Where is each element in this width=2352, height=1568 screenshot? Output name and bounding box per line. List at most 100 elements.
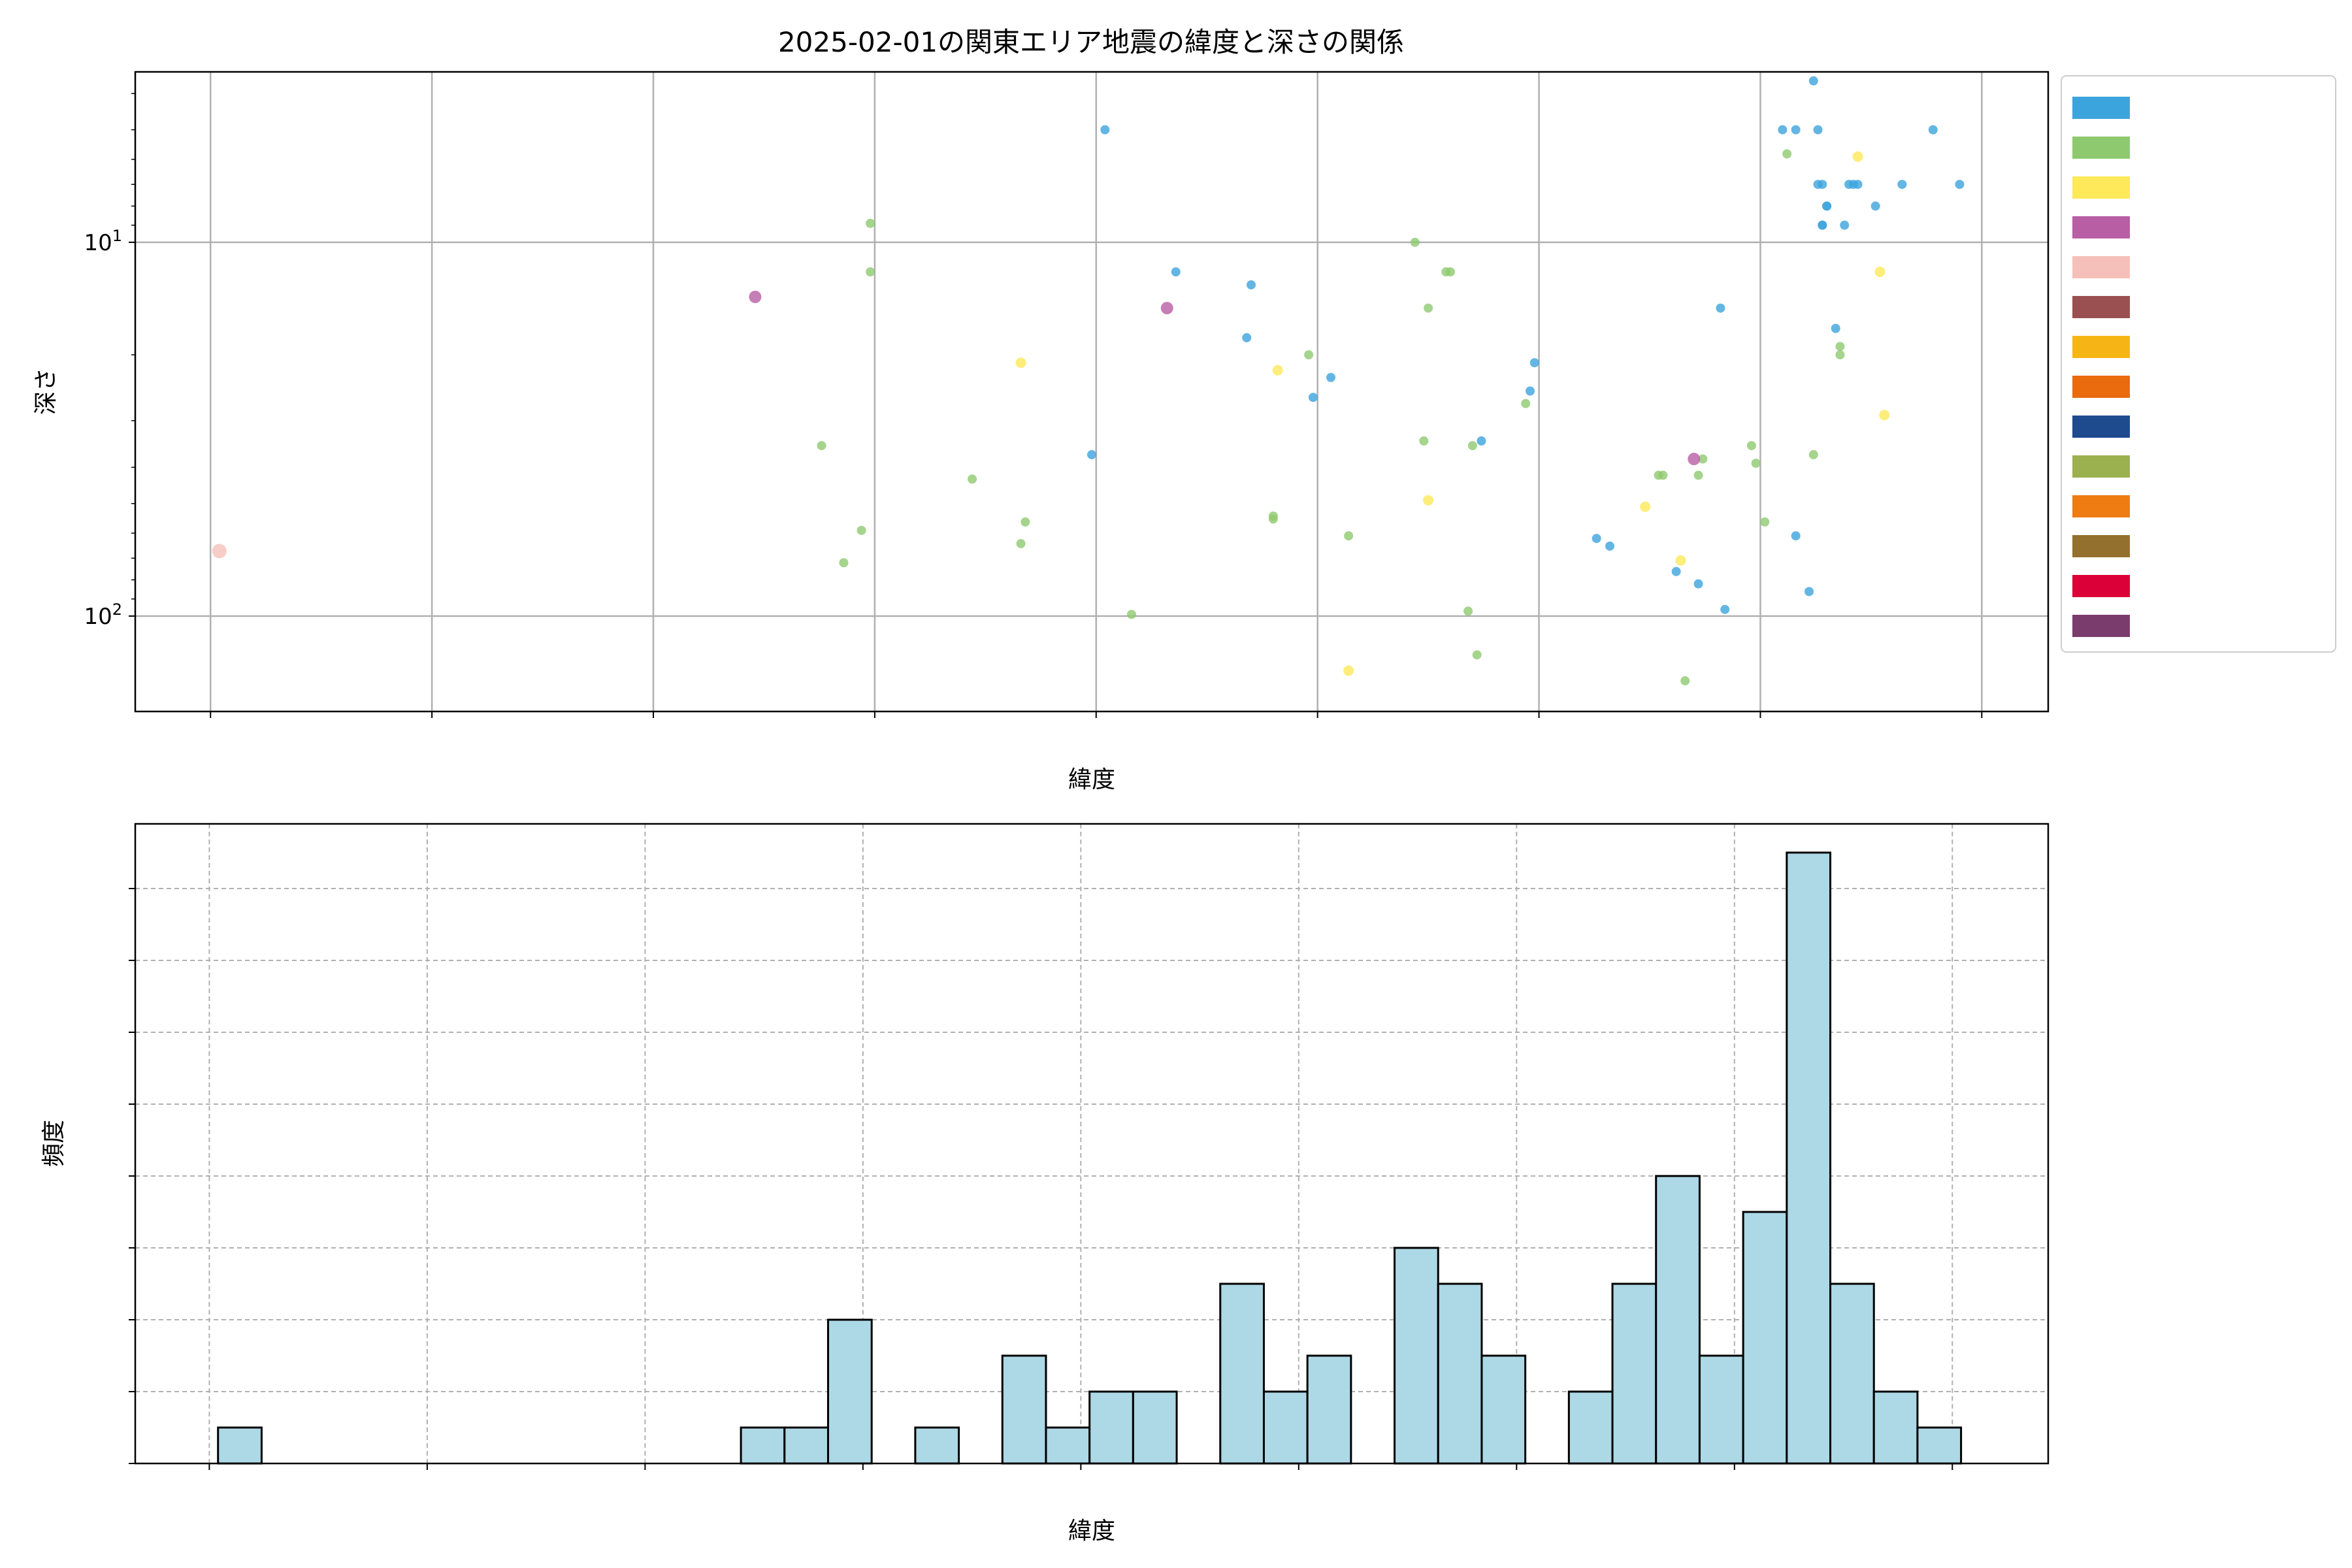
scatter-point — [1840, 220, 1850, 230]
scatter-point — [1272, 365, 1283, 376]
scatter-point — [968, 474, 977, 484]
histogram-bar — [1742, 1211, 1788, 1465]
scatter-y-tick-exponent: 1 — [112, 227, 122, 245]
scatter-point — [1791, 125, 1801, 135]
scatter-point — [1160, 302, 1173, 315]
histogram-bar — [1872, 1390, 1919, 1465]
scatter-point — [1808, 76, 1818, 86]
histogram-bar — [1262, 1390, 1309, 1465]
scatter-point — [1100, 125, 1110, 135]
scatter-y-tick-base: 10 — [84, 230, 112, 256]
scatter-point — [1021, 517, 1030, 527]
scatter-point — [1410, 237, 1420, 247]
scatter-points — [212, 76, 1965, 686]
histogram-x-axis-label: 緯度 — [1068, 1518, 1115, 1544]
histogram-bar — [783, 1426, 829, 1465]
scatter-y-tick-label: 102 — [84, 600, 122, 630]
scatter-point — [817, 441, 826, 451]
legend-swatch — [2072, 296, 2130, 318]
histogram-bar — [1611, 1282, 1658, 1465]
scatter-point — [1720, 604, 1730, 614]
histogram-y-ticks — [129, 888, 135, 1464]
scatter-point — [1874, 267, 1886, 278]
legend-swatch — [2072, 455, 2130, 478]
histogram-bar — [1829, 1282, 1875, 1465]
scatter-point — [1760, 517, 1770, 527]
scatter-grid — [135, 72, 2048, 711]
histogram-bars — [217, 851, 1963, 1465]
scatter-point — [1675, 555, 1686, 566]
histogram-bar — [1045, 1426, 1091, 1465]
scatter-point — [1640, 501, 1651, 512]
histogram-bar — [1655, 1175, 1701, 1465]
scatter-point — [1592, 534, 1601, 544]
histogram-bar — [217, 1426, 263, 1465]
scatter-point — [1879, 410, 1890, 421]
scatter-point — [1818, 220, 1827, 230]
scatter-point — [1808, 449, 1818, 459]
legend — [2061, 75, 2336, 653]
scatter-point — [1680, 676, 1690, 686]
legend-swatch — [2072, 176, 2130, 199]
scatter-point — [749, 290, 762, 303]
histogram-bar — [1219, 1282, 1265, 1465]
scatter-point — [1526, 386, 1535, 396]
scatter-point — [1746, 441, 1756, 451]
legend-swatch — [2072, 535, 2130, 557]
scatter-point — [857, 525, 866, 535]
scatter-point — [1171, 267, 1181, 277]
scatter-point — [1127, 610, 1136, 619]
scatter-point — [1344, 531, 1354, 541]
histogram-y-axis-label: 頻度 — [41, 1120, 67, 1167]
histogram-bar — [826, 1318, 873, 1465]
histogram-bar — [1567, 1390, 1614, 1465]
scatter-point — [1308, 393, 1318, 402]
scatter-point — [1463, 606, 1473, 616]
scatter-point — [1268, 514, 1278, 524]
scatter-point — [1521, 399, 1531, 408]
scatter-point — [1835, 350, 1845, 360]
histogram-plot-frame — [134, 823, 2050, 1465]
scatter-point — [212, 544, 227, 559]
scatter-point — [1778, 125, 1788, 135]
legend-swatch — [2072, 575, 2130, 597]
scatter-point — [1015, 357, 1026, 368]
scatter-point — [1688, 453, 1701, 466]
scatter-point — [1852, 151, 1863, 162]
scatter-x-ticks — [210, 711, 1983, 718]
scatter-y-tick-base: 10 — [84, 604, 112, 630]
legend-swatch — [2072, 97, 2130, 119]
histogram-bar — [1001, 1354, 1047, 1465]
legend-swatch — [2072, 416, 2130, 438]
scatter-point — [1423, 495, 1434, 506]
legend-swatch — [2072, 376, 2130, 398]
histogram-bar — [914, 1426, 960, 1465]
histogram-chart: 緯度 頻度 — [41, 823, 2050, 1544]
histogram-bar — [1786, 851, 1832, 1465]
scatter-point — [1716, 303, 1725, 313]
scatter-point — [1693, 579, 1703, 589]
scatter-point — [1928, 125, 1938, 135]
scatter-point — [1087, 449, 1096, 459]
scatter-point — [1782, 149, 1792, 159]
legend-swatch — [2072, 615, 2130, 637]
scatter-point — [1805, 587, 1814, 596]
scatter-point — [1242, 333, 1252, 342]
histogram-bar — [1132, 1390, 1178, 1465]
histogram-bar — [1698, 1354, 1744, 1465]
legend-items — [2072, 97, 2130, 637]
histogram-bar — [740, 1426, 786, 1465]
scatter-point — [1467, 441, 1477, 451]
scatter-point — [839, 558, 849, 568]
scatter-point — [1605, 541, 1614, 551]
histogram-bar — [1916, 1426, 1963, 1465]
scatter-point — [1831, 323, 1840, 333]
legend-swatch — [2072, 256, 2130, 278]
legend-swatch — [2072, 495, 2130, 517]
scatter-point — [1419, 436, 1429, 446]
scatter-point — [1822, 201, 1832, 211]
scatter-point — [1424, 303, 1433, 313]
